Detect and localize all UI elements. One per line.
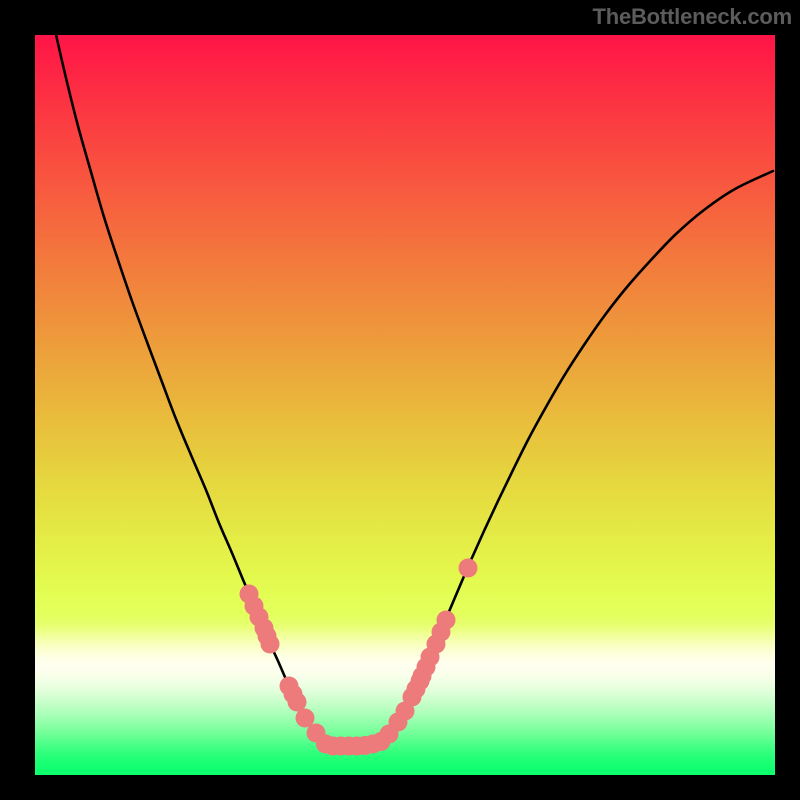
data-point [437, 611, 456, 630]
data-point [261, 635, 280, 654]
watermark-text: TheBottleneck.com [592, 4, 792, 30]
chart-frame: TheBottleneck.com [0, 0, 800, 800]
gradient-background [35, 35, 775, 775]
plot-svg [35, 35, 775, 775]
plot-area [35, 35, 775, 775]
data-point [459, 559, 478, 578]
